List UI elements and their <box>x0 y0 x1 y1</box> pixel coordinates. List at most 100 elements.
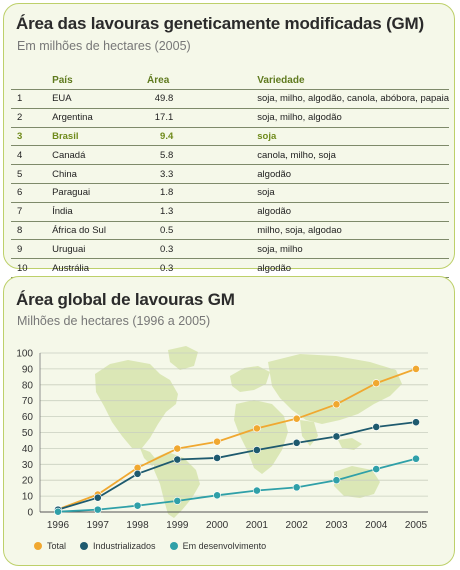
data-point <box>372 379 381 388</box>
cell-area: 49.8 <box>133 89 258 109</box>
x-tick-label: 2005 <box>405 520 428 531</box>
data-point <box>372 465 381 473</box>
y-tick-label: 10 <box>22 492 34 503</box>
data-point <box>93 505 102 514</box>
chart-axes: 0 10 20 30 40 50 60 70 80 90 100 1996 1997 1998 1999 20… <box>16 349 428 531</box>
series-line <box>57 368 417 511</box>
cell-country: África do Sul <box>34 220 134 240</box>
cell-area: 0.3 <box>133 239 258 259</box>
chart-subtitle: Milhões de hectares (1996 a 2005) <box>17 314 211 328</box>
table-row: 10 Austrália 0.3 algodão <box>11 258 449 278</box>
data-point <box>252 486 261 495</box>
data-point <box>292 414 301 423</box>
y-tick-label: 0 <box>27 508 33 519</box>
cell-variety: soja, milho, algodão <box>257 107 449 128</box>
x-tick-label: 2001 <box>246 520 269 531</box>
data-point <box>372 423 381 431</box>
cell-country: Canadá <box>34 145 134 165</box>
table-row: 1 EUA 49.8 soja, milho, algodão, canola, ab… <box>11 89 449 109</box>
indonesia-shape <box>338 438 362 450</box>
australia-shape <box>334 466 380 498</box>
data-point <box>292 438 301 447</box>
cell-country: Uruguai <box>34 239 134 259</box>
data-point <box>292 483 301 492</box>
cell-country: China <box>34 164 134 184</box>
x-tick-label: 1996 <box>47 520 70 531</box>
y-tick-label: 60 <box>22 412 34 423</box>
data-point <box>412 454 420 463</box>
data-point <box>332 400 341 409</box>
x-tick-label: 1999 <box>166 520 189 531</box>
greenland-shape <box>168 346 198 370</box>
asia-shape <box>268 354 402 424</box>
legend-item: Industrializados <box>80 541 156 551</box>
legend-item: Em desenvolvimento <box>169 541 266 551</box>
table-row: 3 Brasil 9.4 soja <box>11 126 449 146</box>
cell-country: Argentina <box>34 107 134 128</box>
legend-label: Industrializados <box>93 541 156 551</box>
table-row: 9 Uruguai 0.3 soja, milho <box>11 239 449 259</box>
y-tick-label: 50 <box>22 428 34 439</box>
cell-country: Brasil <box>34 126 134 146</box>
cell-variety: soja <box>257 126 449 146</box>
data-point <box>252 446 261 454</box>
y-tick-label: 30 <box>22 460 34 471</box>
table-header-row: País Área Variedade <box>11 72 449 90</box>
y-tick-label: 80 <box>22 380 34 391</box>
header-variety: Variedade <box>257 75 305 86</box>
y-tick-label: 20 <box>22 476 34 487</box>
central-america-shape <box>140 448 158 466</box>
cell-rank: 7 <box>11 201 35 222</box>
table-title: Área das lavouras geneticamente modifica… <box>16 14 424 33</box>
y-tick-label: 90 <box>22 364 34 375</box>
cell-variety: soja <box>257 182 449 203</box>
gm-global-area-panel: Área global de lavouras GM Milhões de he… <box>3 276 455 566</box>
chart-legend: Total Industrializados Em desenvolvimento <box>34 541 280 551</box>
data-point <box>252 424 261 433</box>
table-row: 2 Argentina 17.1 soja, milho, algodão <box>11 107 449 128</box>
x-tick-label: 2000 <box>206 520 229 531</box>
x-tick-label: 2002 <box>286 520 309 531</box>
data-point <box>173 444 182 453</box>
x-tick-label: 2004 <box>365 520 388 531</box>
cell-area: 3.3 <box>133 164 258 184</box>
north-america-shape <box>95 360 178 448</box>
cell-country: Paraguai <box>34 182 134 203</box>
cell-rank: 6 <box>11 182 35 203</box>
cell-rank: 1 <box>11 89 35 109</box>
cell-area: 9.4 <box>133 126 258 146</box>
cell-area: 17.1 <box>133 107 258 128</box>
world-map-background <box>95 346 402 518</box>
cell-rank: 4 <box>11 145 35 165</box>
legend-item: Total <box>34 541 66 551</box>
data-point <box>332 476 341 485</box>
data-point <box>173 455 182 464</box>
gm-area-table-panel: Área das lavouras geneticamente modifica… <box>3 3 455 278</box>
x-tick-label: 2003 <box>325 520 348 531</box>
data-point <box>133 469 142 478</box>
legend-marker <box>80 542 89 550</box>
cell-rank: 3 <box>11 126 35 146</box>
legend-label: Total <box>47 541 67 551</box>
cell-variety: soja, milho, algodão, canola, abóbora, p… <box>257 89 449 109</box>
data-point <box>54 507 62 516</box>
data-point <box>133 501 142 510</box>
data-point <box>213 454 222 462</box>
data-point <box>213 491 222 500</box>
cell-rank: 8 <box>11 220 35 240</box>
legend-marker <box>34 542 42 550</box>
cell-rank: 5 <box>11 164 35 184</box>
table-subtitle: Em milhões de hectares (2005) <box>17 39 191 53</box>
europe-shape <box>230 366 270 392</box>
cell-country: EUA <box>34 89 134 109</box>
africa-shape <box>234 400 288 474</box>
cell-variety: canola, milho, soja <box>257 145 449 165</box>
y-tick-label: 70 <box>22 396 34 407</box>
x-tick-label: 1998 <box>126 520 149 531</box>
header-area: Área <box>147 75 170 86</box>
x-tick-label: 1997 <box>87 520 110 531</box>
data-point <box>412 418 420 427</box>
cell-rank: 2 <box>11 107 35 128</box>
chart-title: Área global de lavouras GM <box>16 290 235 309</box>
